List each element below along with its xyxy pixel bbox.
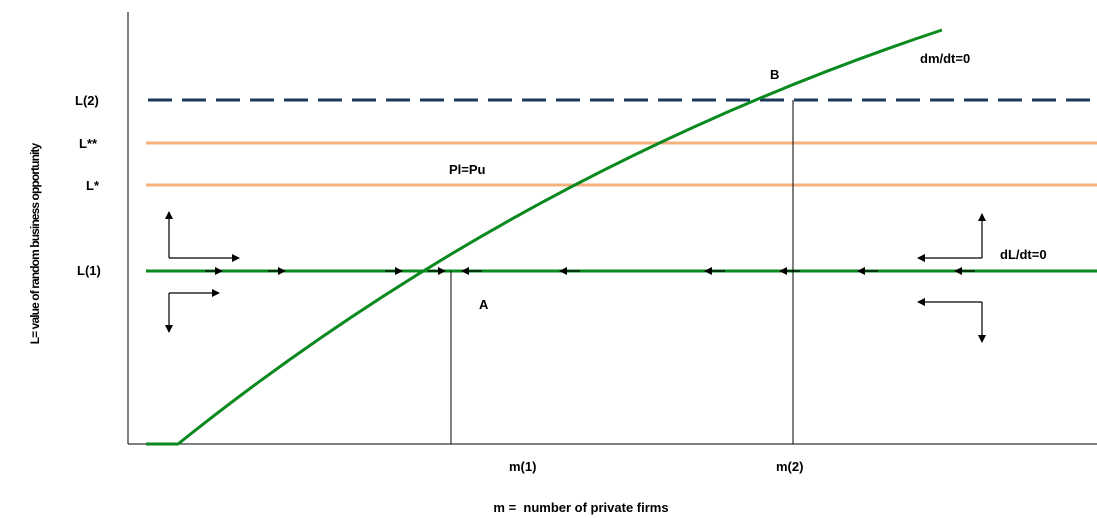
upper-left-direction-arrows <box>165 211 240 262</box>
dm-dt-label: dm/dt=0 <box>920 51 970 66</box>
x-tick-m1: m(1) <box>509 459 536 474</box>
dm-dt-isocline-curve <box>146 28 943 446</box>
upper-right-direction-arrows <box>917 213 986 262</box>
pl-pu-label: Pl=Pu <box>449 162 486 177</box>
dl-dt-label: dL/dt=0 <box>1000 247 1047 262</box>
y-tick-l-star: L* <box>86 178 100 193</box>
x-tick-m2: m(2) <box>776 459 803 474</box>
x-axis-title: m = number of private firms <box>493 500 668 515</box>
y-axis-title: L= value of random business opportunity <box>28 142 42 344</box>
lower-left-direction-arrows <box>165 289 220 333</box>
y-tick-l1: L(1) <box>77 263 101 278</box>
point-b-label: B <box>770 67 779 82</box>
lower-right-direction-arrows <box>917 298 986 343</box>
y-tick-l2: L(2) <box>75 93 99 108</box>
point-a-label: A <box>479 297 489 312</box>
y-tick-l-double-star: L** <box>79 136 98 151</box>
